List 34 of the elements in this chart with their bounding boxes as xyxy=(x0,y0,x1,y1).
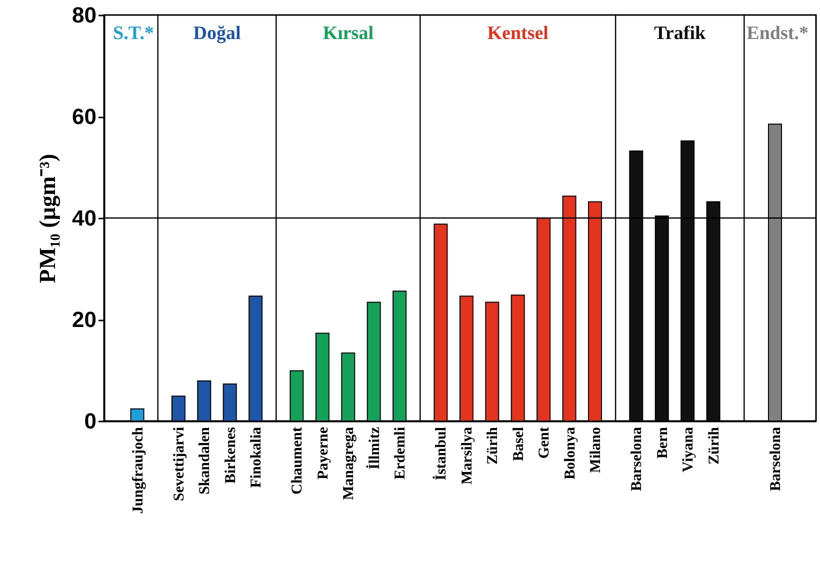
text: Kentsel xyxy=(487,23,548,44)
x-tick-label: Finokalia xyxy=(248,426,265,488)
x-tick-label: Payerne xyxy=(315,426,332,480)
x-tick-label: Viyana xyxy=(680,426,697,472)
x-tick-label: Sevettijarvi xyxy=(171,427,188,502)
x-tick-label: Skandalen xyxy=(197,426,214,495)
text: S.T.* xyxy=(113,23,154,44)
x-tick-label: Managrega xyxy=(341,426,358,500)
x-tick-label: Bern xyxy=(654,426,671,459)
y-tick-label: 60 xyxy=(72,104,96,129)
x-tick-label: Milano xyxy=(588,427,604,473)
x-tick-label: Barselona xyxy=(629,426,646,492)
x-tick-label: İllmitz xyxy=(366,426,383,470)
x-tick-label: Erdemli xyxy=(392,427,409,480)
text: Endst.* xyxy=(746,23,808,44)
x-tick-label: Jungfraujoch xyxy=(130,426,146,514)
x-tick-label: Gent xyxy=(536,427,553,459)
x-tick-label: Marsilya xyxy=(459,426,476,484)
x-tick-label: Zürih xyxy=(485,426,502,465)
text: Doğal xyxy=(193,23,241,44)
y-tick-label: 20 xyxy=(72,307,96,332)
y-tick-label: 0 xyxy=(84,408,96,434)
x-tick-label: Bolonya xyxy=(562,426,578,480)
x-tick-label: Birkenes xyxy=(222,426,239,484)
x-tick-label: İstanbul xyxy=(432,427,450,480)
x-tick-label: Zürih xyxy=(706,426,722,465)
y-tick-label: 80 xyxy=(72,2,96,28)
x-tick-label: Chaument xyxy=(290,427,306,495)
text: Kırsal xyxy=(322,23,374,44)
x-tick-label: Basel xyxy=(510,427,527,462)
y-tick-label: 40 xyxy=(72,206,96,230)
text: Trafik xyxy=(654,23,706,44)
x-tick-label: Barselona xyxy=(768,426,784,492)
y-axis-title: PM₁₀ (µgm⁻³) xyxy=(35,154,62,284)
